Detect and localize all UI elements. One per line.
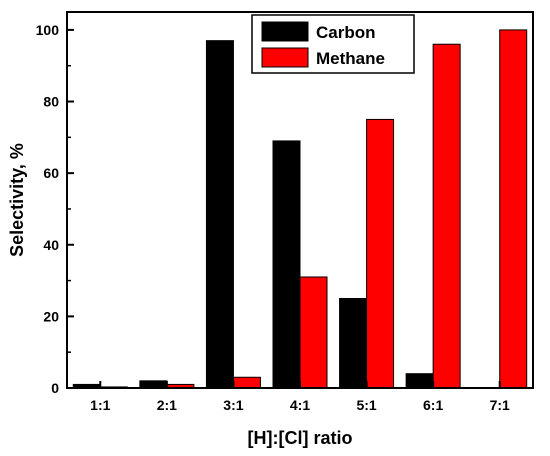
y-tick-label: 80 — [43, 94, 59, 110]
x-tick-label: 6:1 — [423, 397, 443, 413]
y-tick-label: 40 — [43, 237, 59, 253]
legend-label-carbon: Carbon — [316, 23, 376, 42]
bar-carbon-2-1 — [139, 380, 168, 389]
x-tick-label: 3:1 — [223, 397, 243, 413]
y-tick-label: 0 — [51, 380, 59, 396]
bar-methane-3-1 — [232, 376, 261, 389]
bar-methane-5-1 — [366, 118, 395, 389]
bar-carbon-5-1 — [339, 297, 368, 389]
y-tick-label: 20 — [43, 308, 59, 324]
legend-swatch-methane — [261, 47, 309, 68]
legend-label-methane: Methane — [316, 49, 385, 68]
bar-carbon-6-1 — [405, 373, 434, 389]
x-axis-title: [H]:[Cl] ratio — [248, 428, 353, 448]
y-tick-label: 60 — [43, 165, 59, 181]
x-tick-label: 5:1 — [356, 397, 376, 413]
x-tick-label: 2:1 — [157, 397, 177, 413]
plot-frame — [66, 11, 534, 389]
bar-methane-6-1 — [432, 43, 461, 389]
y-axis-title: Selectivity, % — [7, 143, 27, 257]
x-tick-label: 7:1 — [490, 397, 510, 413]
bars-layer — [72, 29, 528, 389]
bar-methane-4-1 — [299, 276, 328, 389]
x-tick-label: 4:1 — [290, 397, 310, 413]
legend: Carbon Methane — [251, 14, 415, 74]
y-tick-label: 100 — [36, 22, 60, 38]
bar-carbon-3-1 — [205, 40, 234, 389]
bar-carbon-4-1 — [272, 140, 301, 389]
legend-swatch-carbon — [261, 21, 309, 42]
x-tick-label: 1:1 — [90, 397, 110, 413]
bar-methane-7-1 — [499, 29, 528, 389]
